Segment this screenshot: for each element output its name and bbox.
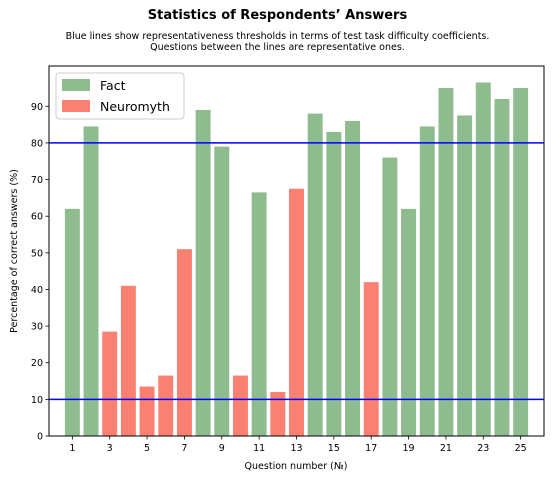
legend-label-neuromyth: Neuromyth: [100, 99, 170, 114]
bar-question-11: [251, 192, 267, 436]
x-axis: 1 3 5 7 9 11 13 15 17 19 21 23 25: [69, 436, 527, 454]
bar-question-18: [382, 157, 398, 436]
bar-question-15: [326, 131, 342, 436]
x-tick-label: 3: [107, 443, 113, 454]
bar-question-5: [139, 386, 155, 436]
legend: Fact Neuromyth: [55, 72, 185, 120]
y-tick-label: 0: [37, 432, 43, 443]
x-tick-label: 11: [253, 443, 265, 454]
y-tick-label: 10: [31, 395, 43, 406]
y-axis: 0 10 20 30 40 50 60 70 80 90: [31, 102, 49, 443]
bar-question-8: [195, 109, 211, 437]
bar-question-23: [475, 82, 491, 437]
y-tick-label: 90: [31, 102, 43, 113]
bar-question-1: [64, 208, 80, 436]
y-tick-label: 20: [31, 358, 43, 369]
y-tick-label: 70: [31, 175, 43, 186]
bar-question-10: [232, 375, 248, 436]
x-tick-label: 5: [144, 443, 150, 454]
y-tick-label: 50: [31, 248, 43, 259]
bar-question-21: [438, 87, 454, 437]
subtitle-line-1: Blue lines show representativeness thres…: [65, 31, 490, 42]
x-tick-label: 21: [440, 443, 452, 454]
chart-subtitle: Blue lines show representativeness thres…: [0, 31, 555, 53]
bar-question-4: [120, 285, 136, 436]
legend-swatch-fact: [62, 79, 90, 91]
threshold-lines: [49, 142, 544, 401]
x-tick-label: 19: [403, 443, 415, 454]
x-tick-label: 25: [515, 443, 527, 454]
y-tick-label: 80: [31, 138, 43, 149]
bar-question-20: [419, 126, 435, 436]
bar-question-6: [158, 375, 174, 436]
bar-question-25: [513, 87, 529, 437]
bars-group: [64, 82, 529, 437]
subtitle-line-2: Questions between the lines are represen…: [150, 42, 405, 53]
x-tick-label: 13: [290, 443, 302, 454]
bar-question-9: [214, 146, 230, 436]
x-tick-label: 9: [219, 443, 225, 454]
bar-question-24: [494, 98, 510, 436]
y-tick-label: 40: [31, 285, 43, 296]
bar-question-7: [176, 249, 192, 436]
y-tick-label: 60: [31, 212, 43, 223]
bar-question-19: [401, 208, 417, 436]
bar-question-14: [307, 113, 323, 436]
bar-question-13: [289, 188, 304, 436]
x-axis-label: Question number (№): [245, 461, 348, 472]
y-tick-label: 30: [31, 322, 43, 333]
x-tick-label: 23: [477, 443, 489, 454]
chart-title: Statistics of Respondents’ Answers: [147, 8, 408, 23]
bar-question-17: [363, 282, 379, 436]
x-tick-label: 1: [69, 443, 75, 454]
x-tick-label: 17: [365, 443, 377, 454]
y-axis-label: Percentage of correct answers (%): [9, 169, 20, 333]
x-tick-label: 15: [328, 443, 340, 454]
x-tick-label: 7: [181, 443, 187, 454]
bar-question-2: [83, 126, 99, 436]
bar-question-3: [102, 331, 118, 436]
legend-swatch-neuromyth: [62, 100, 90, 112]
legend-label-fact: Fact: [100, 78, 126, 93]
bar-question-16: [345, 120, 361, 436]
bar-question-12: [270, 392, 286, 436]
bar-question-22: [457, 115, 473, 436]
